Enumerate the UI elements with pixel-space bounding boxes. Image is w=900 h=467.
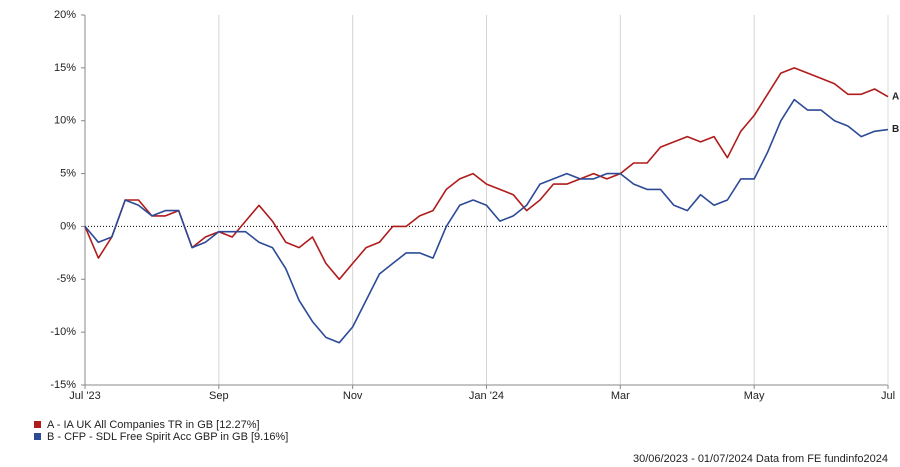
end-label: B	[892, 124, 899, 135]
x-tick-label: Jul	[881, 390, 895, 402]
y-tick-label: 10%	[54, 115, 76, 127]
series-line	[84, 98, 889, 344]
y-tick-label: 15%	[54, 62, 76, 74]
y-tick-label: 0%	[60, 220, 76, 232]
y-tick-label: -15%	[50, 379, 76, 391]
end-label: A	[892, 91, 899, 102]
legend-swatch	[34, 421, 41, 428]
y-tick-label: -5%	[56, 273, 76, 285]
x-tick-label: Sep	[209, 390, 229, 402]
x-tick-label: Mar	[611, 390, 630, 402]
legend-label: B - CFP - SDL Free Spirit Acc GBP in GB …	[47, 431, 288, 443]
footer: 30/06/2023 - 01/07/2024 Data from FE fun…	[633, 453, 888, 465]
y-tick-label: -10%	[50, 326, 76, 338]
legend-label: A - IA UK All Companies TR in GB [12.27%…	[47, 419, 260, 431]
x-tick-label: May	[744, 390, 765, 402]
x-tick-label: Jan '24	[469, 390, 504, 402]
y-tick-label: 5%	[60, 167, 76, 179]
x-tick-label: Nov	[343, 390, 363, 402]
legend-swatch	[34, 433, 41, 440]
y-tick-label: 20%	[54, 9, 76, 21]
x-tick-label: Jul '23	[69, 390, 100, 402]
